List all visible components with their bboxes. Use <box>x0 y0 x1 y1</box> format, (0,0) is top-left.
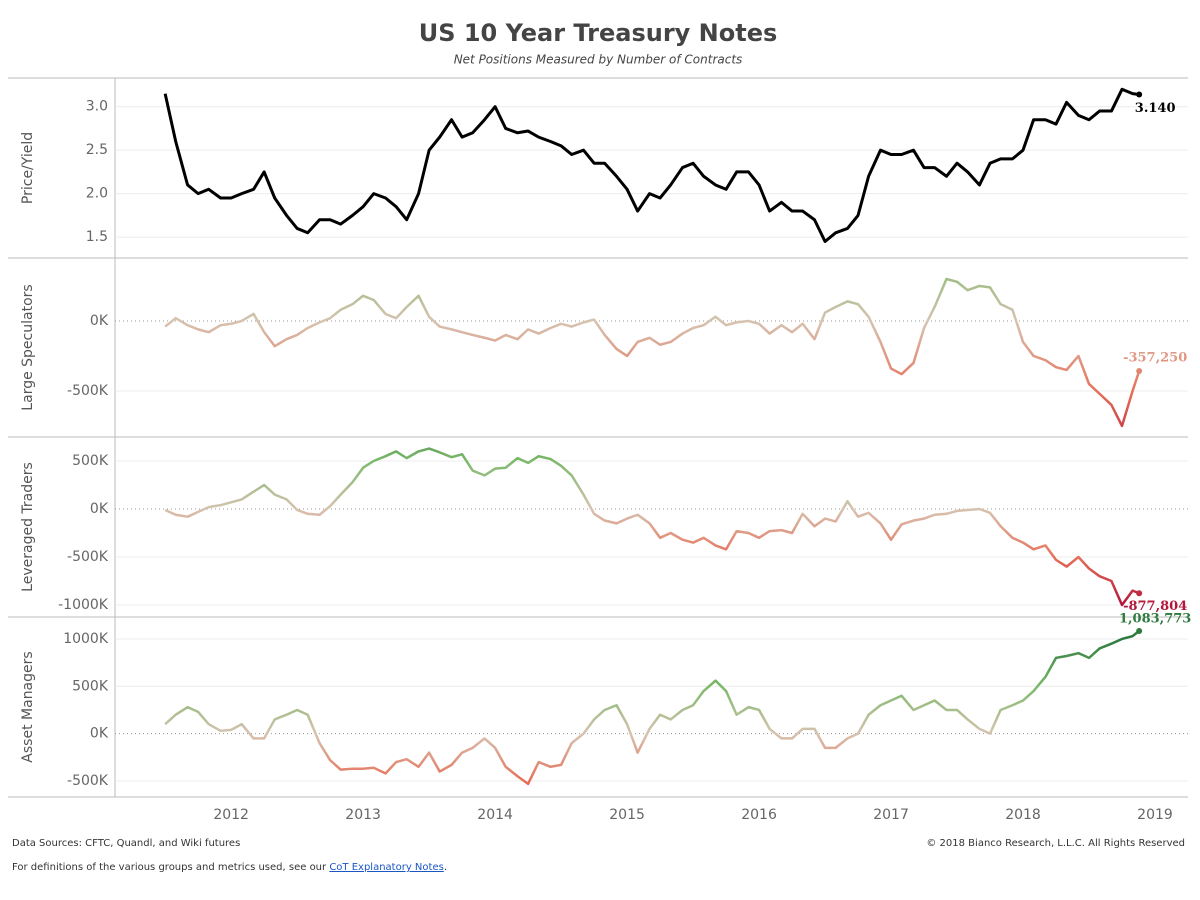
x-tick-label: 2014 <box>477 807 513 823</box>
x-tick-label: 2018 <box>1005 807 1041 823</box>
definitions-text: For definitions of the various groups an… <box>12 862 327 873</box>
y-tick-label: 0K <box>90 313 109 329</box>
y-tick-label: 500K <box>72 453 109 469</box>
end-label: -877,804 <box>1123 599 1187 614</box>
y-tick-label: 0K <box>90 726 109 742</box>
definitions-end: . <box>443 862 447 873</box>
y-tick-label: 0K <box>90 501 109 517</box>
y-tick-label: 2.0 <box>86 186 108 202</box>
data-line <box>164 277 1141 428</box>
data-line <box>164 630 1140 786</box>
chart-title: US 10 Year Treasury Notes <box>419 19 778 47</box>
data-line <box>164 447 1140 607</box>
footer-sources: Data Sources: CFTC, Quandl, and Wiki fut… <box>12 838 241 849</box>
footer-definitions: For definitions of the various groups an… <box>12 862 447 873</box>
end-label: 1,083,773 <box>1119 612 1191 627</box>
end-label: -357,250 <box>1123 350 1187 365</box>
y-tick-label: -1000K <box>58 597 109 613</box>
x-tick-label: 2016 <box>741 807 777 823</box>
data-line <box>163 87 1140 243</box>
end-label: 3.140 <box>1135 101 1176 116</box>
y-tick-label: 500K <box>72 678 109 694</box>
x-tick-label: 2015 <box>609 807 645 823</box>
y-tick-label: 1.5 <box>86 229 108 245</box>
end-point <box>1136 628 1143 635</box>
end-point <box>1136 91 1143 98</box>
y-tick-label: 1000K <box>63 631 109 647</box>
notes-link[interactable]: CoT Explanatory Notes <box>329 862 444 873</box>
x-tick-label: 2019 <box>1137 807 1173 823</box>
y-tick-label: -500K <box>67 383 109 399</box>
x-tick-label: 2012 <box>213 807 249 823</box>
y-tick-label: -500K <box>67 773 109 789</box>
y-tick-label: -500K <box>67 549 109 565</box>
y-tick-label: 2.5 <box>86 142 108 158</box>
y-axis-title: Large Speculators <box>20 284 36 410</box>
y-tick-label: 3.0 <box>86 99 108 115</box>
x-tick-label: 2013 <box>345 807 381 823</box>
end-point <box>1136 590 1143 597</box>
footer-copyright: © 2018 Bianco Research, L.L.C. All Right… <box>926 838 1185 849</box>
chart-subtitle: Net Positions Measured by Number of Cont… <box>454 53 743 67</box>
chart: US 10 Year Treasury Notes Net Positions … <box>8 19 1191 823</box>
end-point <box>1136 367 1143 374</box>
x-tick-label: 2017 <box>873 807 909 823</box>
y-axis-title: Price/Yield <box>20 132 36 204</box>
y-axis-title: Leveraged Traders <box>20 462 36 592</box>
y-axis-title: Asset Managers <box>20 651 36 762</box>
